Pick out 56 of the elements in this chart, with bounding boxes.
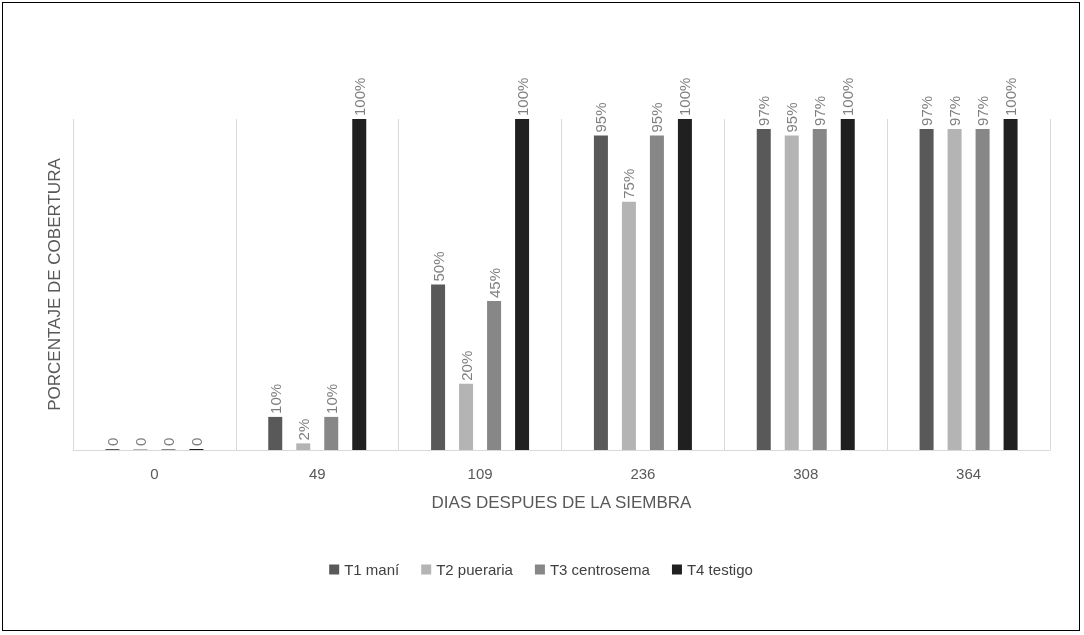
bar [812,128,827,450]
bar [784,135,799,450]
bar [431,284,446,450]
bar [459,383,474,450]
data-label: 95% [648,102,666,133]
bar [947,128,962,450]
data-label: 0 [131,437,149,446]
data-label: 97% [946,95,964,126]
legend-label: T3 centrosema [549,561,651,578]
data-label: 20% [457,350,475,381]
bar [975,128,990,450]
data-label: 97% [918,95,936,126]
data-label: 100% [1002,77,1020,116]
bar [1003,119,1018,450]
data-label: 100% [839,77,857,116]
bar [649,135,664,450]
x-tick-label: 109 [467,465,493,482]
data-label: 97% [974,95,992,126]
bar [593,135,608,450]
x-tick-label: 308 [793,465,819,482]
data-label: 10% [266,383,284,414]
x-tick-label: 364 [956,465,982,482]
bar [324,416,339,450]
data-label: 2% [294,418,312,441]
data-label: 100% [350,77,368,116]
data-label: 0 [103,437,121,446]
y-axis-title: PORCENTAJE DE COBERTURA [45,157,64,411]
data-label: 45% [485,268,503,299]
data-label: 0 [187,437,205,446]
x-tick-label: 0 [150,465,159,482]
legend-label: T2 pueraria [436,561,514,578]
data-label: 95% [592,102,610,133]
legend-label: T4 testigo [686,561,753,578]
x-axis-title: DIAS DESPUES DE LA SIEMBRA [431,493,693,512]
data-label: 50% [429,251,447,282]
bar [296,443,311,450]
bar [352,119,367,450]
data-label: 100% [513,77,531,116]
data-label: 95% [783,102,801,133]
bar [677,119,692,450]
x-tick-label: 236 [630,465,656,482]
bar [515,119,530,450]
bar [621,201,636,450]
data-label: 10% [322,383,340,414]
legend-label: T1 maní [344,561,401,578]
data-label: 97% [755,95,773,126]
bar [268,416,283,450]
bar [487,301,502,450]
data-label: 0 [159,437,177,446]
bar [919,128,934,450]
data-label: 97% [811,95,829,126]
bar [840,119,855,450]
x-tick-label: 49 [308,465,326,482]
data-label: 100% [676,77,694,116]
bar [756,128,771,450]
data-label: 75% [620,168,638,199]
